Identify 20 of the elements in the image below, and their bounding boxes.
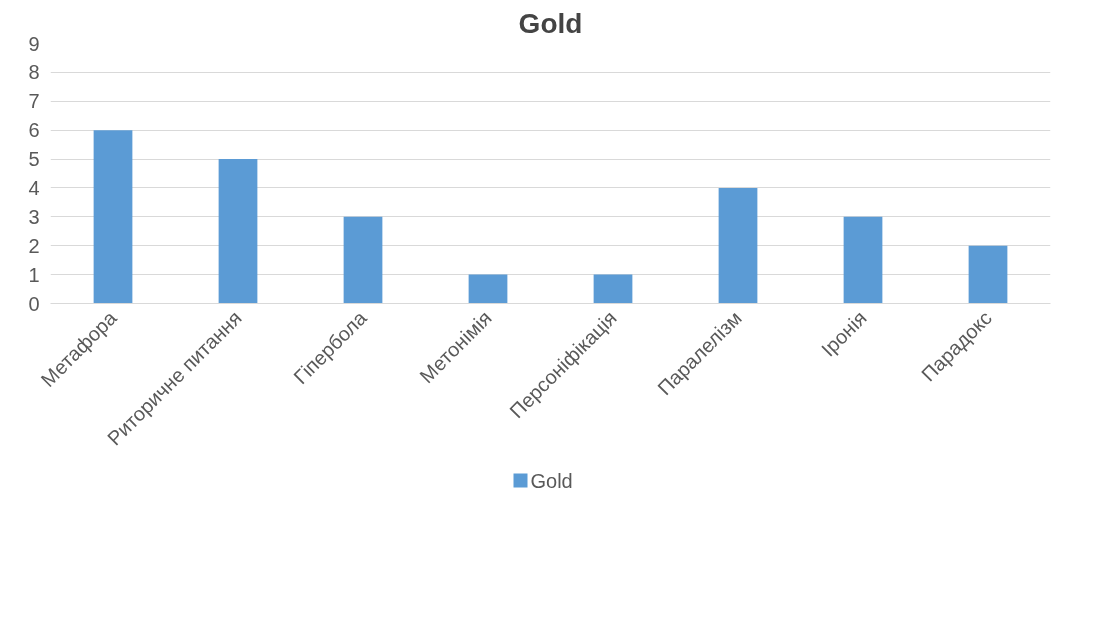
y-tick-label: 0 xyxy=(28,292,40,315)
bar xyxy=(593,274,633,304)
bar xyxy=(218,159,258,304)
y-tick-label: 2 xyxy=(28,234,40,257)
y-tick-label: 9 xyxy=(28,32,40,55)
y-tick-label: 8 xyxy=(28,61,40,84)
y-tick-label: 1 xyxy=(28,263,40,286)
chart-title: Gold xyxy=(518,7,583,39)
legend-label: Gold xyxy=(530,469,573,492)
bar xyxy=(93,130,133,304)
y-tick-label: 5 xyxy=(28,148,40,171)
y-tick-label: 4 xyxy=(28,176,40,199)
y-tick-label: 7 xyxy=(28,90,40,113)
bar xyxy=(343,216,383,304)
y-tick-label: 6 xyxy=(28,119,40,142)
bar xyxy=(468,274,508,304)
bar xyxy=(968,245,1008,304)
y-tick-label: 3 xyxy=(28,205,40,228)
bar xyxy=(843,216,883,304)
bar xyxy=(718,187,758,304)
